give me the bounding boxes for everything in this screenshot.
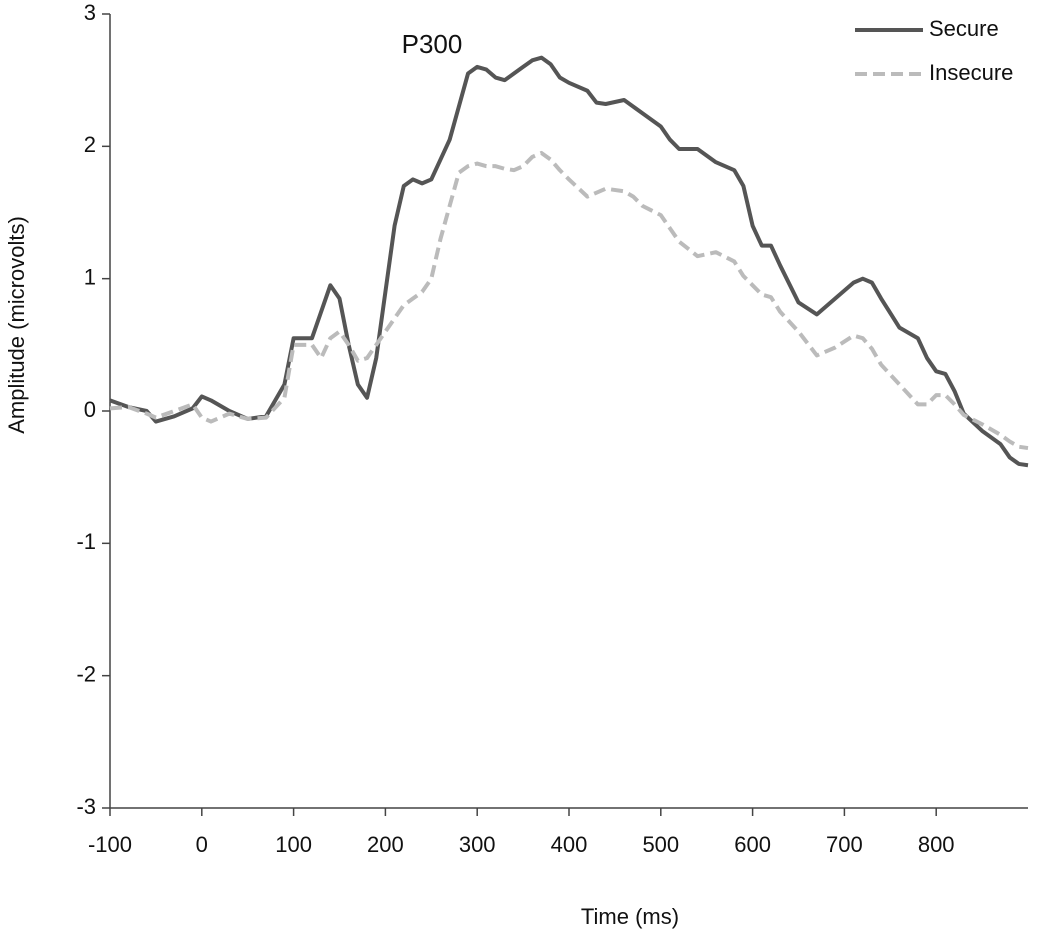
y-axis-label: Amplitude (microvolts) [4,216,29,434]
x-tick-label: 600 [734,832,771,857]
x-tick-label: -100 [88,832,132,857]
legend-label: Secure [929,16,999,41]
x-tick-label: 700 [826,832,863,857]
x-tick-label: 200 [367,832,404,857]
y-tick-label: 1 [84,264,96,289]
x-tick-label: 800 [918,832,955,857]
y-tick-label: 0 [84,397,96,422]
x-tick-label: 400 [551,832,588,857]
series-line [109,150,1029,451]
y-tick-label: -2 [76,661,96,686]
annotation: P300 [402,29,463,59]
x-tick-label: 500 [642,832,679,857]
series-line [109,55,1029,468]
y-tick-label: -3 [76,794,96,819]
y-tick-label: 3 [84,0,96,25]
y-tick-label: 2 [84,132,96,157]
x-tick-label: 0 [196,832,208,857]
y-tick-label: -1 [76,529,96,554]
x-tick-label: 300 [459,832,496,857]
x-tick-label: 100 [275,832,312,857]
x-axis-label: Time (ms) [581,904,679,929]
legend-label: Insecure [929,60,1013,85]
